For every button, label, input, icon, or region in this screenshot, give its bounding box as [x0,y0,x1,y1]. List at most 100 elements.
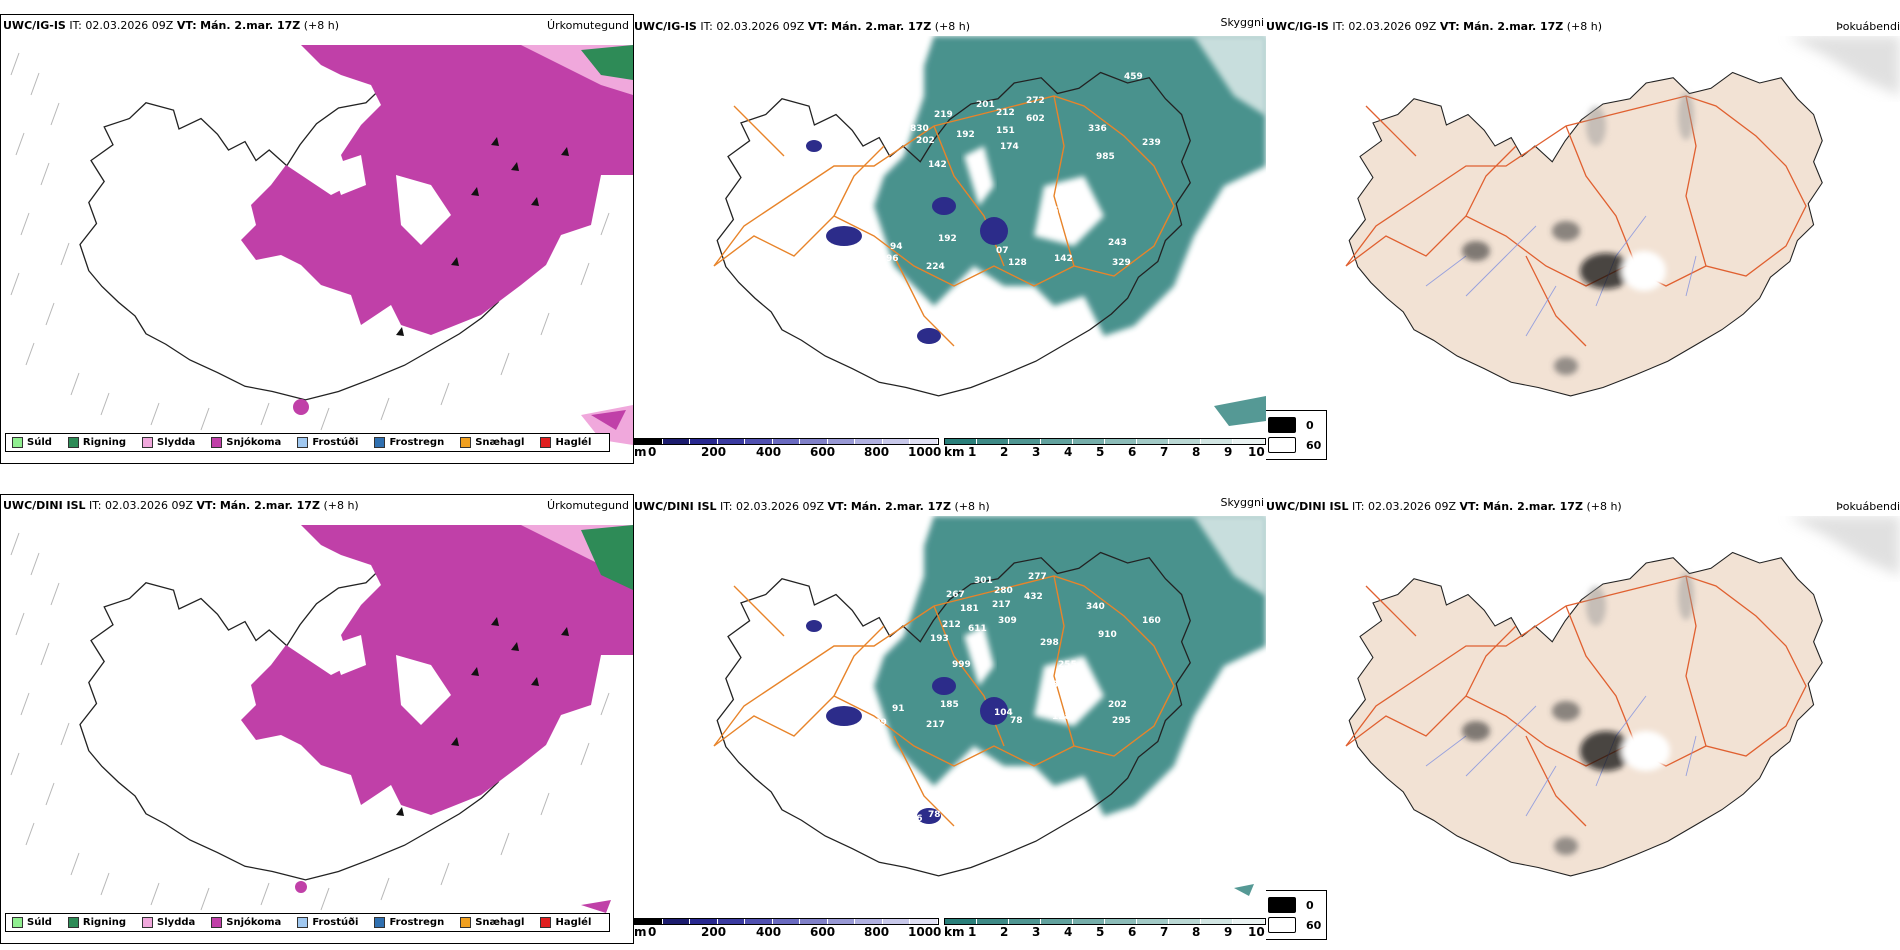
fog-legend-item: 0 [1268,895,1321,915]
cloud-base-label: 999 [952,660,971,670]
legend-item: Snjókoma [211,917,281,928]
colorbar-tick: 7 [1160,445,1169,459]
cloud-base-label: 910 [1098,630,1117,640]
cloud-base-label: 83 [910,364,923,374]
colorbar-unit: km [944,925,965,939]
colorbar-tick: 2 [1000,445,1009,459]
panel-header: UWC/IG-IS IT: 02.03.2026 09Z VT: Mán. 2.… [1266,20,1603,33]
cloud-base-label: 830 [910,124,929,134]
cloud-base-label: 142 [928,160,947,170]
cloud-base-label: 07 [996,246,1009,256]
cloud-base-label: 255 [1058,660,1077,670]
fog-indicator-panel-2: UWC/DINI ISL IT: 02.03.2026 09Z VT: Mán.… [1266,494,1900,944]
colorbar-tick: 1 [968,445,977,459]
cloud-base-label: 185 [940,700,959,710]
panel-title-cloud: Skyggni [1220,496,1264,509]
colorbar-tick: 7 [1160,925,1169,939]
colorbar-unit: m [634,445,647,459]
cloud-map [713,516,1266,896]
cloud-base-label: 76 [928,360,941,370]
legend-item: Slydda [142,917,195,928]
cloud-base-label: 309 [998,616,1017,626]
fog-legend-item: 60 [1268,435,1321,455]
legend-item: Rigning [67,437,126,448]
cloud-base-label: 224 [926,262,945,272]
colorbar-tick: 200 [701,925,727,939]
precip-type-panel-1: UWC/IG-IS IT: 02.03.2026 09Z VT: Mán. 2.… [0,14,634,464]
legend-swatch [540,917,552,928]
cloud-base-label: 202 [916,136,935,146]
fog-map [1345,516,1900,877]
cloud-base-label: 985 [1096,152,1115,162]
colorbar-unit: m [634,925,647,939]
cloud-visibility-panel-2: UWC/DINI ISL IT: 02.03.2026 09Z VT: Mán.… [634,494,1266,944]
cloud-base-label: 128 [1008,258,1027,268]
colorbar-tick: 5 [1096,925,1105,939]
precip-type-legend: Súld Rigning Slydda Snjókoma Frostúði Fr… [5,433,611,452]
cloud-base-label: 459 [1124,72,1143,82]
legend-item: Haglél [540,437,591,448]
legend-swatch [540,437,552,448]
legend-item: Slydda [142,437,195,448]
cloud-base-label: 432 [1024,592,1043,602]
cloud-base-label: 142 [1054,254,1073,264]
cloud-base-label: 272 [1026,96,1045,106]
colorbar-tick: 10 [1248,445,1265,459]
colorbar-tick: 800 [864,925,890,939]
cloud-base-label: 90 [870,256,883,266]
fog-map [1345,36,1900,397]
panel-header: UWC/IG-IS IT: 02.03.2026 09Z VT: Mán. 2.… [634,20,971,33]
cloud-number-layer: 219 201 212 272 459 830 202 192 602 151 … [634,36,1266,436]
precip-map [10,45,633,445]
precip-type-legend: Súld Rigning Slydda Snjókoma Frostúði Fr… [5,913,611,932]
cloud-visibility-panel-1: UWC/IG-IS IT: 02.03.2026 09Z VT: Mán. 2.… [634,14,1266,464]
legend-item: Rigning [67,917,126,928]
colorbar-tick: 3 [1032,445,1041,459]
cloud-base-label: 340 [1086,602,1105,612]
visibility-colorbar-swatches [944,438,1266,445]
colorbar-tick: 10 [1248,925,1265,939]
cloud-base-label: 91 [892,704,905,714]
fog-legend: 0 60 [1266,410,1328,460]
cloud-base-label: 192 [956,130,975,140]
cloud-base-label: 303 [1058,186,1077,196]
cloud-base-colorbar: m 0 200 400 600 800 1000 [634,438,941,459]
colorbar-tick: 1 [968,925,977,939]
cloud-base-label: 151 [996,126,1015,136]
cloud-base-label: 295 [1112,716,1131,726]
legend-item: Frostregn [374,917,444,928]
legend-item: Frostúði [297,917,358,928]
colorbar-tick: 600 [810,925,836,939]
cloud-base-label: 104 [994,708,1013,718]
legend-swatch [297,917,309,928]
fog-legend: 0 60 [1266,890,1328,940]
panel-title-precip: Úrkomutegund [547,499,629,512]
cloud-base-colorbar: m 0 200 400 600 800 1000 [634,918,941,939]
cloud-base-label: 78 [928,810,941,820]
legend-swatch [142,917,154,928]
legend-swatch [460,917,472,928]
cloud-base-label: 96 [886,254,899,264]
fog-legend-item: 60 [1268,915,1321,935]
cloud-base-label: 239 [1142,138,1161,148]
cloud-base-label: 336 [1088,124,1107,134]
precip-type-panel-2: UWC/DINI ISL IT: 02.03.2026 09Z VT: Mán.… [0,494,634,944]
colorbar-tick: 0 [648,445,657,459]
fog-legend-swatch [1268,897,1296,913]
cloud-base-label: 128 [1052,712,1071,722]
cloud-base-label: 611 [968,624,987,634]
cloud-base-label: 219 [934,110,953,120]
cloud-base-label: 193 [930,634,949,644]
panel-title-fog: Þokuábendi [1836,20,1900,33]
legend-swatch [460,437,472,448]
legend-item: Súld [12,917,52,928]
fog-legend-swatch [1268,437,1296,453]
cloud-base-colorbar-swatches [634,918,939,925]
legend-item: Súld [12,437,52,448]
cloud-base-label: 280 [994,586,1013,596]
panel-title-cloud: Skyggni [1220,16,1264,29]
colorbar-tick: 2 [1000,925,1009,939]
panel-title-precip: Úrkomutegund [547,19,629,32]
cloud-base-label: 174 [1000,142,1019,152]
legend-swatch [374,917,386,928]
